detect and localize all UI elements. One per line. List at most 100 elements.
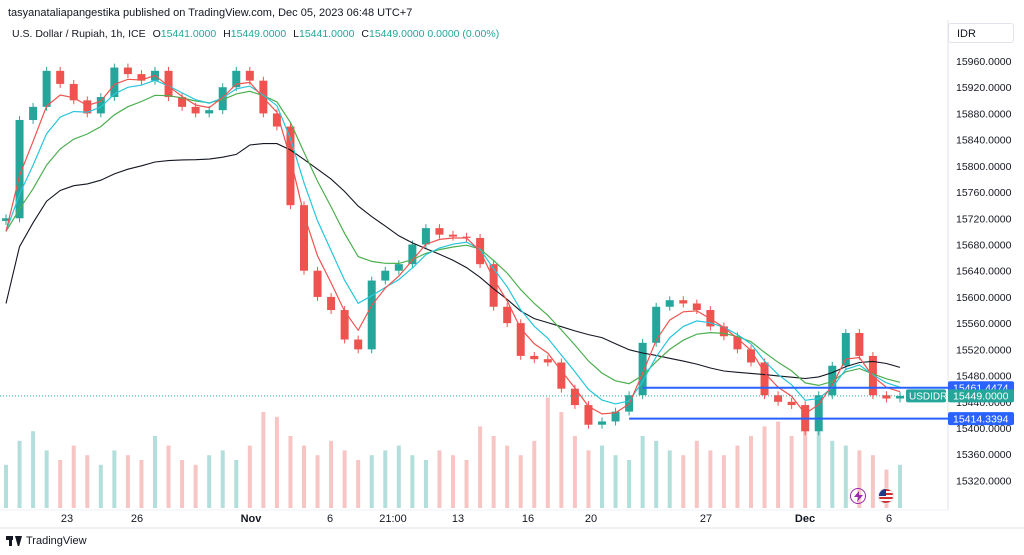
volume-bar	[545, 397, 550, 508]
volume-bar	[274, 416, 279, 508]
candle-body	[584, 405, 593, 425]
y-tick-label: 15520.0000	[956, 344, 1012, 356]
price-tag-value: 15449.0000	[953, 391, 1009, 403]
volume-bar	[71, 445, 76, 508]
candle-body	[855, 332, 864, 356]
volume-bar	[749, 436, 753, 508]
y-tick-label: 15840.0000	[956, 135, 1012, 147]
candle-body	[408, 244, 417, 265]
candle-body	[435, 228, 444, 235]
price-tag-symbol: USDIDR	[909, 392, 947, 403]
candle-body	[96, 97, 105, 114]
volume-bar	[396, 445, 401, 508]
footer: TradingView	[6, 535, 87, 547]
candle-body	[760, 362, 769, 396]
us-flag-icon[interactable]	[878, 488, 894, 504]
x-tick-label: 26	[131, 513, 143, 525]
ema-long-line	[5, 143, 901, 380]
volume-bar	[803, 412, 808, 508]
candle-body	[503, 306, 512, 324]
y-tick-label: 15880.0000	[956, 108, 1012, 120]
volume-bar	[898, 464, 902, 508]
candle-body	[638, 342, 647, 396]
y-tick-label: 15920.0000	[956, 82, 1012, 94]
y-tick-label: 15400.0000	[956, 423, 1012, 435]
volume-bar	[762, 426, 767, 508]
candle-body	[205, 110, 214, 114]
price-tag-value: 15414.3394	[953, 413, 1009, 425]
open-label: O	[152, 28, 161, 40]
y-tick-label: 15720.0000	[956, 213, 1012, 225]
candle-body	[232, 70, 241, 88]
volume-bar	[302, 445, 306, 508]
currency-button[interactable]: IDR	[948, 23, 1014, 43]
candle-body	[56, 70, 65, 84]
symbol-label: U.S. Dollar / Rupiah, 1h, ICE	[12, 28, 146, 40]
volume-bar	[532, 440, 537, 508]
close-label: C	[361, 28, 369, 40]
lightning-icon[interactable]	[850, 488, 866, 504]
y-tick-label: 15480.0000	[956, 371, 1012, 383]
volume-bar	[44, 450, 49, 508]
volume-bar	[112, 450, 117, 508]
volume-bar	[613, 455, 618, 508]
volume-bar	[491, 436, 496, 508]
low-value: 15441.0000	[298, 28, 355, 40]
open-value: 15441.0000	[160, 28, 217, 40]
candle-body	[137, 74, 146, 81]
candle-body	[814, 395, 823, 432]
high-label: H	[223, 28, 231, 40]
volume-bar	[315, 455, 320, 508]
volume-bar	[694, 440, 699, 508]
volume-bar	[451, 455, 455, 508]
volume-bar	[667, 450, 672, 508]
volume-bar	[518, 455, 523, 508]
y-tick-label: 15960.0000	[956, 56, 1012, 68]
volume-bar	[572, 436, 577, 508]
y-tick-label: 15680.0000	[956, 240, 1012, 252]
volume-bar	[207, 455, 212, 508]
volume-bar	[4, 464, 8, 508]
candle-body	[665, 300, 674, 307]
volume-bar	[125, 455, 130, 508]
candle-body	[381, 270, 390, 281]
candle-body	[15, 119, 24, 219]
volume-bar	[17, 440, 22, 508]
y-tick-label: 15800.0000	[956, 161, 1012, 173]
price-tag-box	[948, 412, 1014, 426]
candle-body	[489, 264, 498, 307]
candle-body	[421, 228, 430, 245]
volume-bar	[85, 455, 90, 508]
x-tick-label: 20	[585, 513, 597, 525]
ema-fast-line	[5, 74, 901, 415]
volume-bar	[789, 436, 794, 508]
volume-bar	[153, 436, 157, 508]
candle-body	[611, 411, 620, 422]
volume-bar	[681, 455, 686, 508]
price-tag: 15414.3394	[948, 412, 1014, 425]
volume-bar	[627, 460, 632, 508]
candle-body	[123, 67, 132, 75]
volume-bar	[139, 460, 144, 508]
volume-bar	[234, 460, 239, 508]
candle-body	[83, 100, 92, 114]
x-tick-label: Nov	[241, 513, 263, 525]
candle-body	[719, 326, 728, 337]
candle-body	[2, 218, 10, 221]
volume-bar	[410, 455, 415, 508]
candle-body	[218, 87, 227, 111]
candle-body	[841, 332, 850, 366]
candle-body	[530, 355, 539, 360]
candle-body	[69, 83, 78, 101]
volume-bar	[166, 445, 171, 508]
candle-body	[340, 310, 349, 340]
candle-body	[557, 362, 566, 389]
candle-body	[543, 359, 552, 363]
volume-bar	[58, 460, 63, 508]
tradingview-logo-icon	[6, 536, 22, 546]
volume-bar	[735, 445, 740, 508]
candle-body	[394, 264, 403, 271]
candle-body	[570, 388, 579, 406]
volume-bar	[180, 460, 185, 508]
